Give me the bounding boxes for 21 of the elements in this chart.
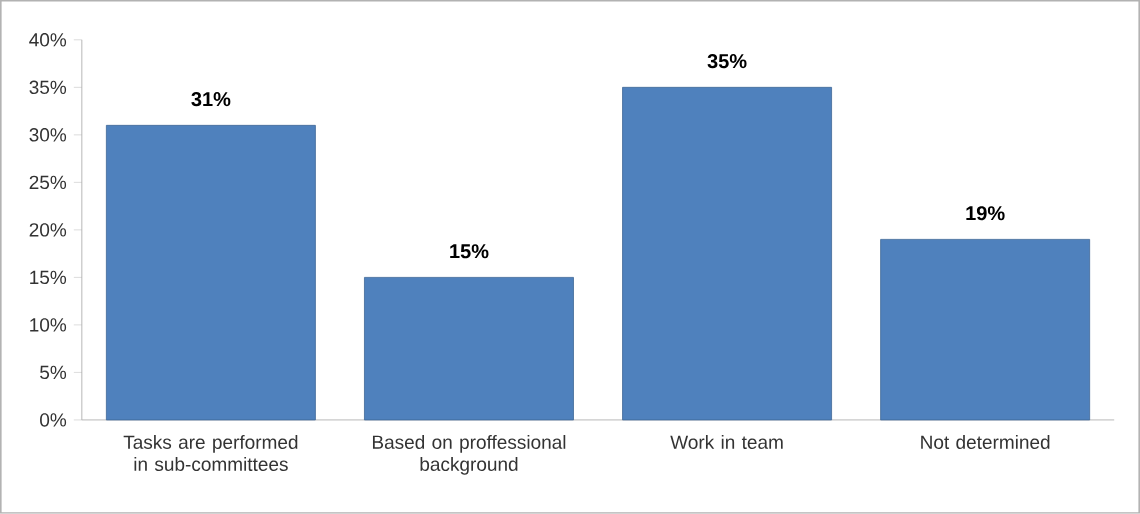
x-tick-label: Tasks are performed in sub-committees [123,435,298,472]
y-tick-label: 0% [40,413,67,427]
y-tick-label: 35% [29,80,67,95]
y-tick-label: 25% [29,175,67,190]
data-label: 35% [707,54,747,69]
x-tick-label: Based on proffessional background [372,435,566,475]
y-tick-label: 5% [40,365,67,380]
bar [105,125,316,421]
y-tick-label: 20% [29,223,67,237]
x-tick-label: Not determined [921,435,1050,450]
bar [364,277,574,421]
y-tick-label: 30% [29,128,67,142]
x-tick-label: Work in team [670,435,783,450]
y-tick-label: 10% [30,318,67,332]
y-tick-label: 15% [30,270,67,285]
y-tick-label: 40% [29,33,67,47]
bar [622,87,832,421]
data-label: 19% [966,206,1005,221]
data-label: 15% [450,244,489,259]
bar [880,239,1091,421]
data-label: 31% [191,92,231,107]
